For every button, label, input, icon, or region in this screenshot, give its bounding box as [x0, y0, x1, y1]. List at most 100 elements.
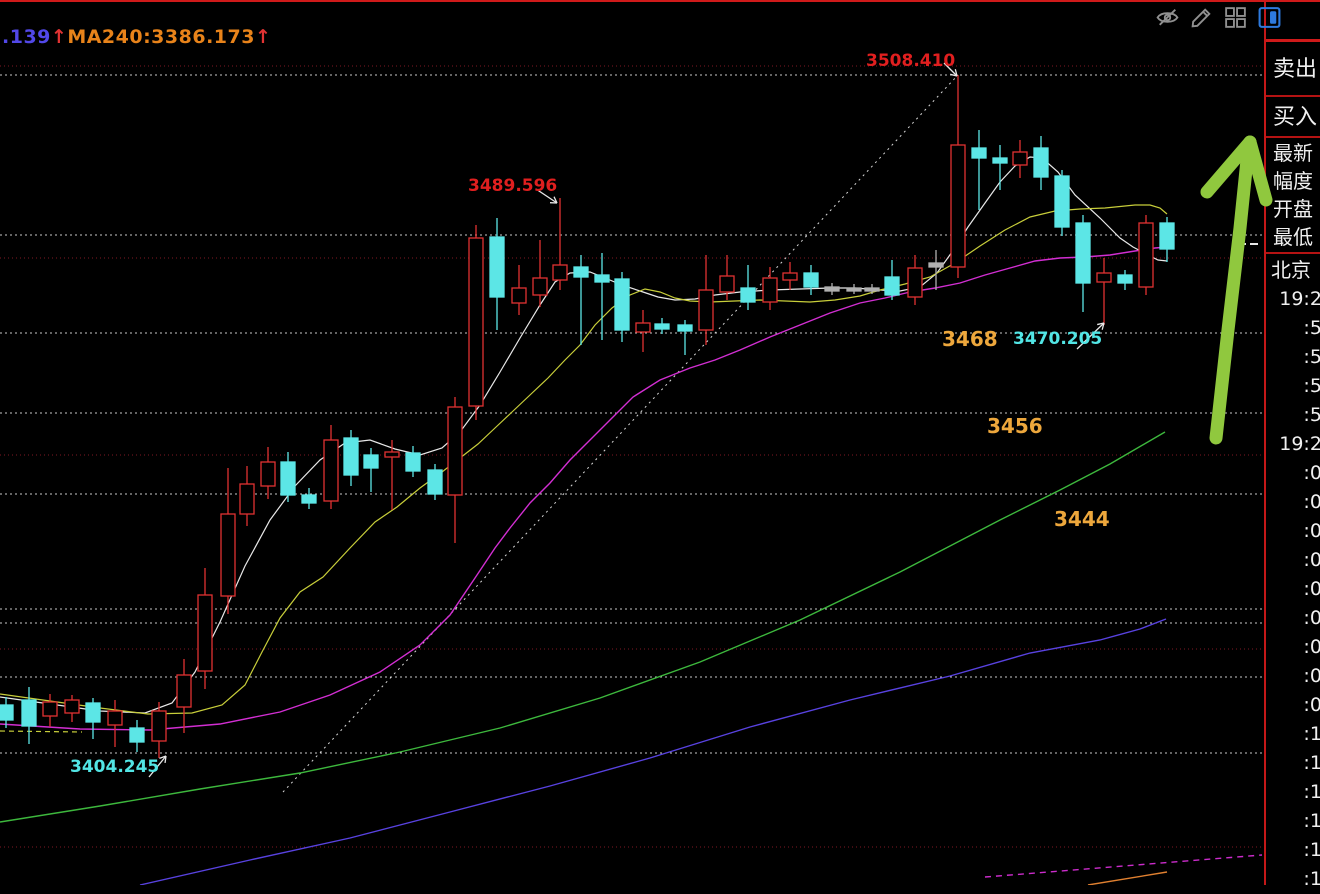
- candle: [177, 659, 191, 733]
- candle: [783, 262, 797, 290]
- candle: [574, 255, 588, 345]
- candle: [847, 284, 861, 294]
- candle-body: [130, 728, 144, 742]
- candle-body: [1034, 148, 1048, 177]
- candle-body: [636, 323, 650, 332]
- quote-field-label: 最低: [1266, 223, 1320, 251]
- candle-body: [428, 470, 442, 494]
- tick-time-list[interactable]: 19:22:56:57:58:5919:23:01:02:03:04:05:06…: [1266, 285, 1320, 894]
- candle-body: [324, 440, 338, 501]
- grid-layout-icon[interactable]: [1223, 5, 1248, 30]
- quote-field-label: 最新: [1266, 139, 1320, 167]
- candle: [108, 700, 122, 747]
- ma-indicator-readout: .139↑MA240:3386.173↑: [2, 26, 271, 48]
- candle: [655, 318, 669, 334]
- dotted-trendline: [283, 75, 958, 792]
- candle-body: [1097, 273, 1111, 282]
- candle-body: [655, 324, 669, 329]
- draw-pencil-icon[interactable]: [1189, 5, 1214, 30]
- candle: [929, 250, 943, 290]
- candle: [130, 720, 144, 752]
- candle: [469, 225, 483, 420]
- buy-row[interactable]: 买入: [1266, 99, 1320, 138]
- candle-body: [699, 290, 713, 330]
- chart-toolbar: [1155, 5, 1282, 30]
- candle-body: [406, 453, 420, 471]
- candle-body: [469, 238, 483, 406]
- candle: [1034, 136, 1048, 190]
- yellow-dashed-left: [0, 731, 82, 732]
- candle-body: [0, 705, 13, 720]
- candle-body: [972, 148, 986, 158]
- candle-body: [1055, 176, 1069, 227]
- candle-body: [865, 288, 879, 291]
- candle-body: [240, 484, 254, 514]
- ma-mid-yellow: [0, 205, 1167, 714]
- tick-time-row: :04: [1266, 546, 1320, 575]
- candle-body: [908, 268, 922, 297]
- candle: [885, 260, 899, 300]
- ma240-value: MA240:3386.173: [67, 26, 255, 48]
- candle: [825, 283, 839, 295]
- hide-drawings-icon[interactable]: [1155, 5, 1180, 30]
- candle: [993, 145, 1007, 190]
- tick-time-row: :12: [1266, 778, 1320, 807]
- candle-body: [1160, 223, 1174, 249]
- candle-body: [553, 265, 567, 280]
- quote-field-list: 最新幅度开盘最低: [1266, 139, 1320, 251]
- candle-body: [678, 325, 692, 331]
- tick-time-row: :15: [1266, 836, 1320, 865]
- candle-body: [720, 276, 734, 292]
- tick-time-row: 19:23: [1266, 430, 1320, 459]
- candle: [221, 468, 235, 614]
- candle: [1160, 217, 1174, 262]
- candle: [1097, 258, 1111, 325]
- tick-time-row: :56: [1266, 314, 1320, 343]
- candle-body: [993, 158, 1007, 163]
- candle: [1139, 215, 1153, 295]
- magenta-dashed-trend: [985, 855, 1262, 877]
- tick-time-row: :03: [1266, 517, 1320, 546]
- candle-body: [783, 273, 797, 280]
- ma-longer-blue: [140, 619, 1166, 885]
- tick-time-row: :59: [1266, 401, 1320, 430]
- candle-body: [344, 438, 358, 475]
- candle-body: [574, 267, 588, 277]
- candle: [678, 320, 692, 355]
- ma-long-green: [0, 432, 1165, 822]
- tick-time-row: 19:22: [1266, 285, 1320, 314]
- candle: [553, 198, 567, 290]
- tick-time-row: :58: [1266, 372, 1320, 401]
- candle: [86, 698, 100, 739]
- candle: [448, 397, 462, 543]
- candle-body: [65, 700, 79, 713]
- candle-body: [1118, 275, 1132, 283]
- tick-time-row: :05: [1266, 575, 1320, 604]
- candle-body: [86, 703, 100, 722]
- tick-time-row: :06: [1266, 604, 1320, 633]
- candle: [908, 255, 922, 305]
- candle: [385, 440, 399, 510]
- candle: [43, 694, 57, 727]
- candle-body: [448, 407, 462, 495]
- candle-body: [763, 278, 777, 302]
- candle-body: [198, 595, 212, 671]
- candle-body: [804, 273, 818, 287]
- candle: [804, 265, 818, 295]
- candle: [636, 310, 650, 352]
- candle: [741, 265, 755, 310]
- candle-body: [825, 287, 839, 291]
- candle: [699, 255, 713, 345]
- candle: [595, 253, 609, 340]
- candle: [865, 284, 879, 294]
- tick-time-row: :01: [1266, 459, 1320, 488]
- sell-row[interactable]: 卖出: [1266, 42, 1320, 97]
- panel-toggle-icon[interactable]: [1257, 5, 1282, 30]
- candle: [1013, 140, 1027, 178]
- tick-time-row: :02: [1266, 488, 1320, 517]
- quote-field-label: 开盘: [1266, 195, 1320, 223]
- candle: [406, 446, 420, 477]
- candle-body: [533, 278, 547, 295]
- candle-body: [108, 711, 122, 725]
